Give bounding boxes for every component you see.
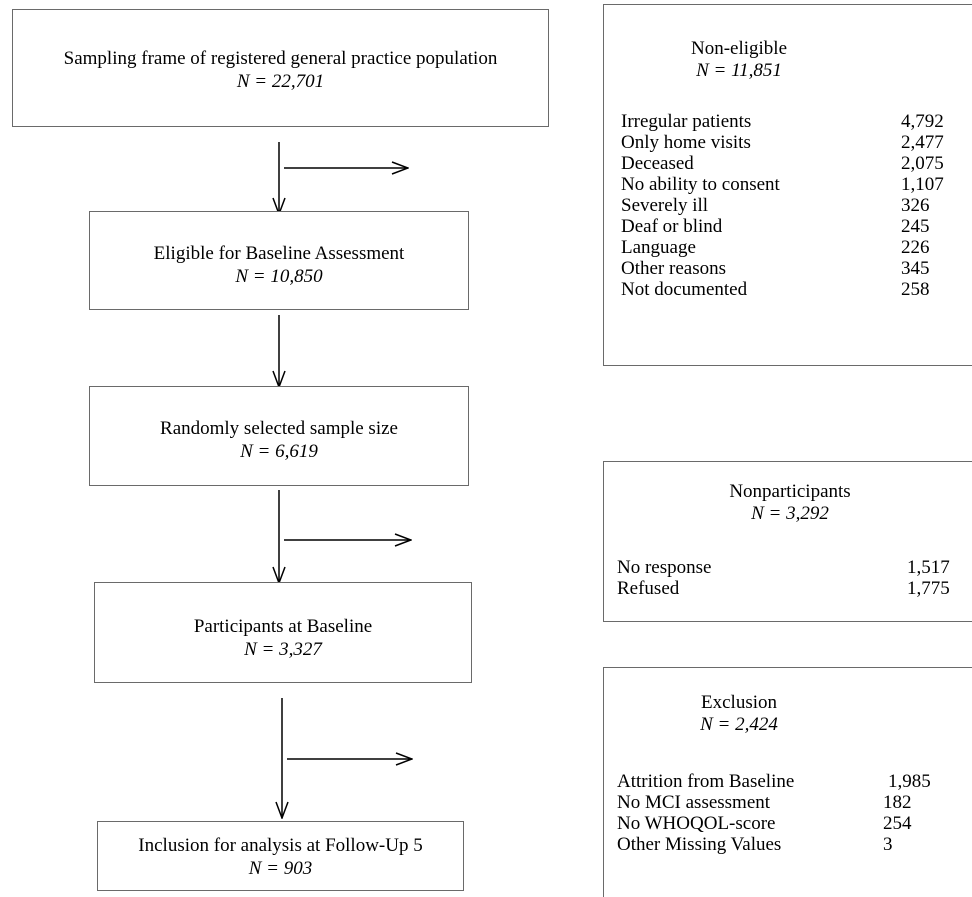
item-label: Severely ill: [621, 195, 709, 216]
item-label: Other Missing Values: [617, 834, 782, 855]
item-label: Irregular patients: [621, 111, 752, 132]
flow-box-random-sample: Randomly selected sample size N = 6,619: [89, 386, 469, 486]
list-item: No response 1,517: [617, 557, 972, 578]
side-box-nonparticipants: Nonparticipants N = 3,292 No response 1,5…: [603, 461, 972, 622]
flow-box-sampling-frame: Sampling frame of registered general pra…: [12, 9, 549, 127]
flow-box-count: N = 22,701: [236, 71, 325, 92]
item-value: 345: [901, 258, 930, 279]
item-value: 4,792: [901, 111, 944, 132]
item-value: 245: [901, 216, 930, 237]
item-label: No ability to consent: [621, 174, 780, 195]
list-item: Severely ill 326: [621, 195, 972, 216]
flow-box-participants: Participants at Baseline N = 3,327: [94, 582, 472, 683]
item-value: 2,075: [901, 153, 944, 174]
list-item: Irregular patients 4,792: [621, 111, 972, 132]
item-value: 182: [883, 792, 912, 813]
item-label: No response: [617, 557, 712, 578]
side-box-non-eligible: Non-eligible N = 11,851 Irregular patien…: [603, 4, 972, 366]
item-label: Refused: [617, 578, 680, 599]
list-item: Other reasons 345: [621, 258, 972, 279]
side-box-exclusion: Exclusion N = 2,424 Attrition from Basel…: [603, 667, 972, 897]
item-value: 1,775: [907, 578, 950, 599]
item-label: No WHOQOL-score: [617, 813, 776, 834]
list-item: Refused 1,775: [617, 578, 972, 599]
item-label: Deceased: [621, 153, 694, 174]
item-value: 326: [901, 195, 930, 216]
item-value: 1,107: [901, 174, 944, 195]
flow-box-title: Randomly selected sample size: [160, 418, 398, 439]
item-value: 1,985: [888, 771, 931, 792]
flow-box-title: Sampling frame of registered general pra…: [63, 48, 498, 69]
flow-box-title: Participants at Baseline: [193, 616, 373, 637]
item-label: Not documented: [621, 279, 748, 300]
side-box-title: Exclusion: [701, 692, 777, 713]
item-label: No MCI assessment: [617, 792, 771, 813]
item-value: 258: [901, 279, 930, 300]
side-box-count: N = 3,292: [751, 503, 829, 524]
list-item: Only home visits 2,477: [621, 132, 972, 153]
list-item: No ability to consent 1,107: [621, 174, 972, 195]
item-value: 226: [901, 237, 930, 258]
list-item: Deaf or blind 245: [621, 216, 972, 237]
item-value: 3: [883, 834, 893, 855]
item-value: 2,477: [901, 132, 944, 153]
item-label: Only home visits: [621, 132, 751, 153]
flow-box-count: N = 10,850: [235, 266, 323, 287]
flow-box-title: Eligible for Baseline Assessment: [153, 243, 405, 264]
item-value: 254: [883, 813, 912, 834]
flow-box-eligible: Eligible for Baseline Assessment N = 10,…: [89, 211, 469, 310]
list-item: Not documented 258: [621, 279, 972, 300]
side-box-title: Nonparticipants: [729, 481, 851, 502]
list-item: No MCI assessment 182: [617, 792, 972, 813]
item-label: Deaf or blind: [621, 216, 723, 237]
item-label: Attrition from Baseline: [617, 771, 795, 792]
flow-box-inclusion: Inclusion for analysis at Follow-Up 5 N …: [97, 821, 464, 891]
list-item: Other Missing Values 3: [617, 834, 972, 855]
list-item: No WHOQOL-score 254: [617, 813, 972, 834]
list-item: Attrition from Baseline 1,985: [617, 771, 972, 792]
side-box-count: N = 2,424: [700, 714, 778, 735]
flow-box-title: Inclusion for analysis at Follow-Up 5: [138, 835, 423, 856]
flow-box-count: N = 3,327: [244, 639, 322, 660]
side-box-title: Non-eligible: [690, 38, 788, 59]
list-item: Deceased 2,075: [621, 153, 972, 174]
item-value: 1,517: [907, 557, 950, 578]
side-box-count: N = 11,851: [696, 60, 782, 81]
list-item: Language 226: [621, 237, 972, 258]
item-label: Other reasons: [621, 258, 726, 279]
flow-box-count: N = 6,619: [240, 441, 318, 462]
flow-box-count: N = 903: [248, 858, 313, 879]
item-label: Language: [621, 237, 696, 258]
